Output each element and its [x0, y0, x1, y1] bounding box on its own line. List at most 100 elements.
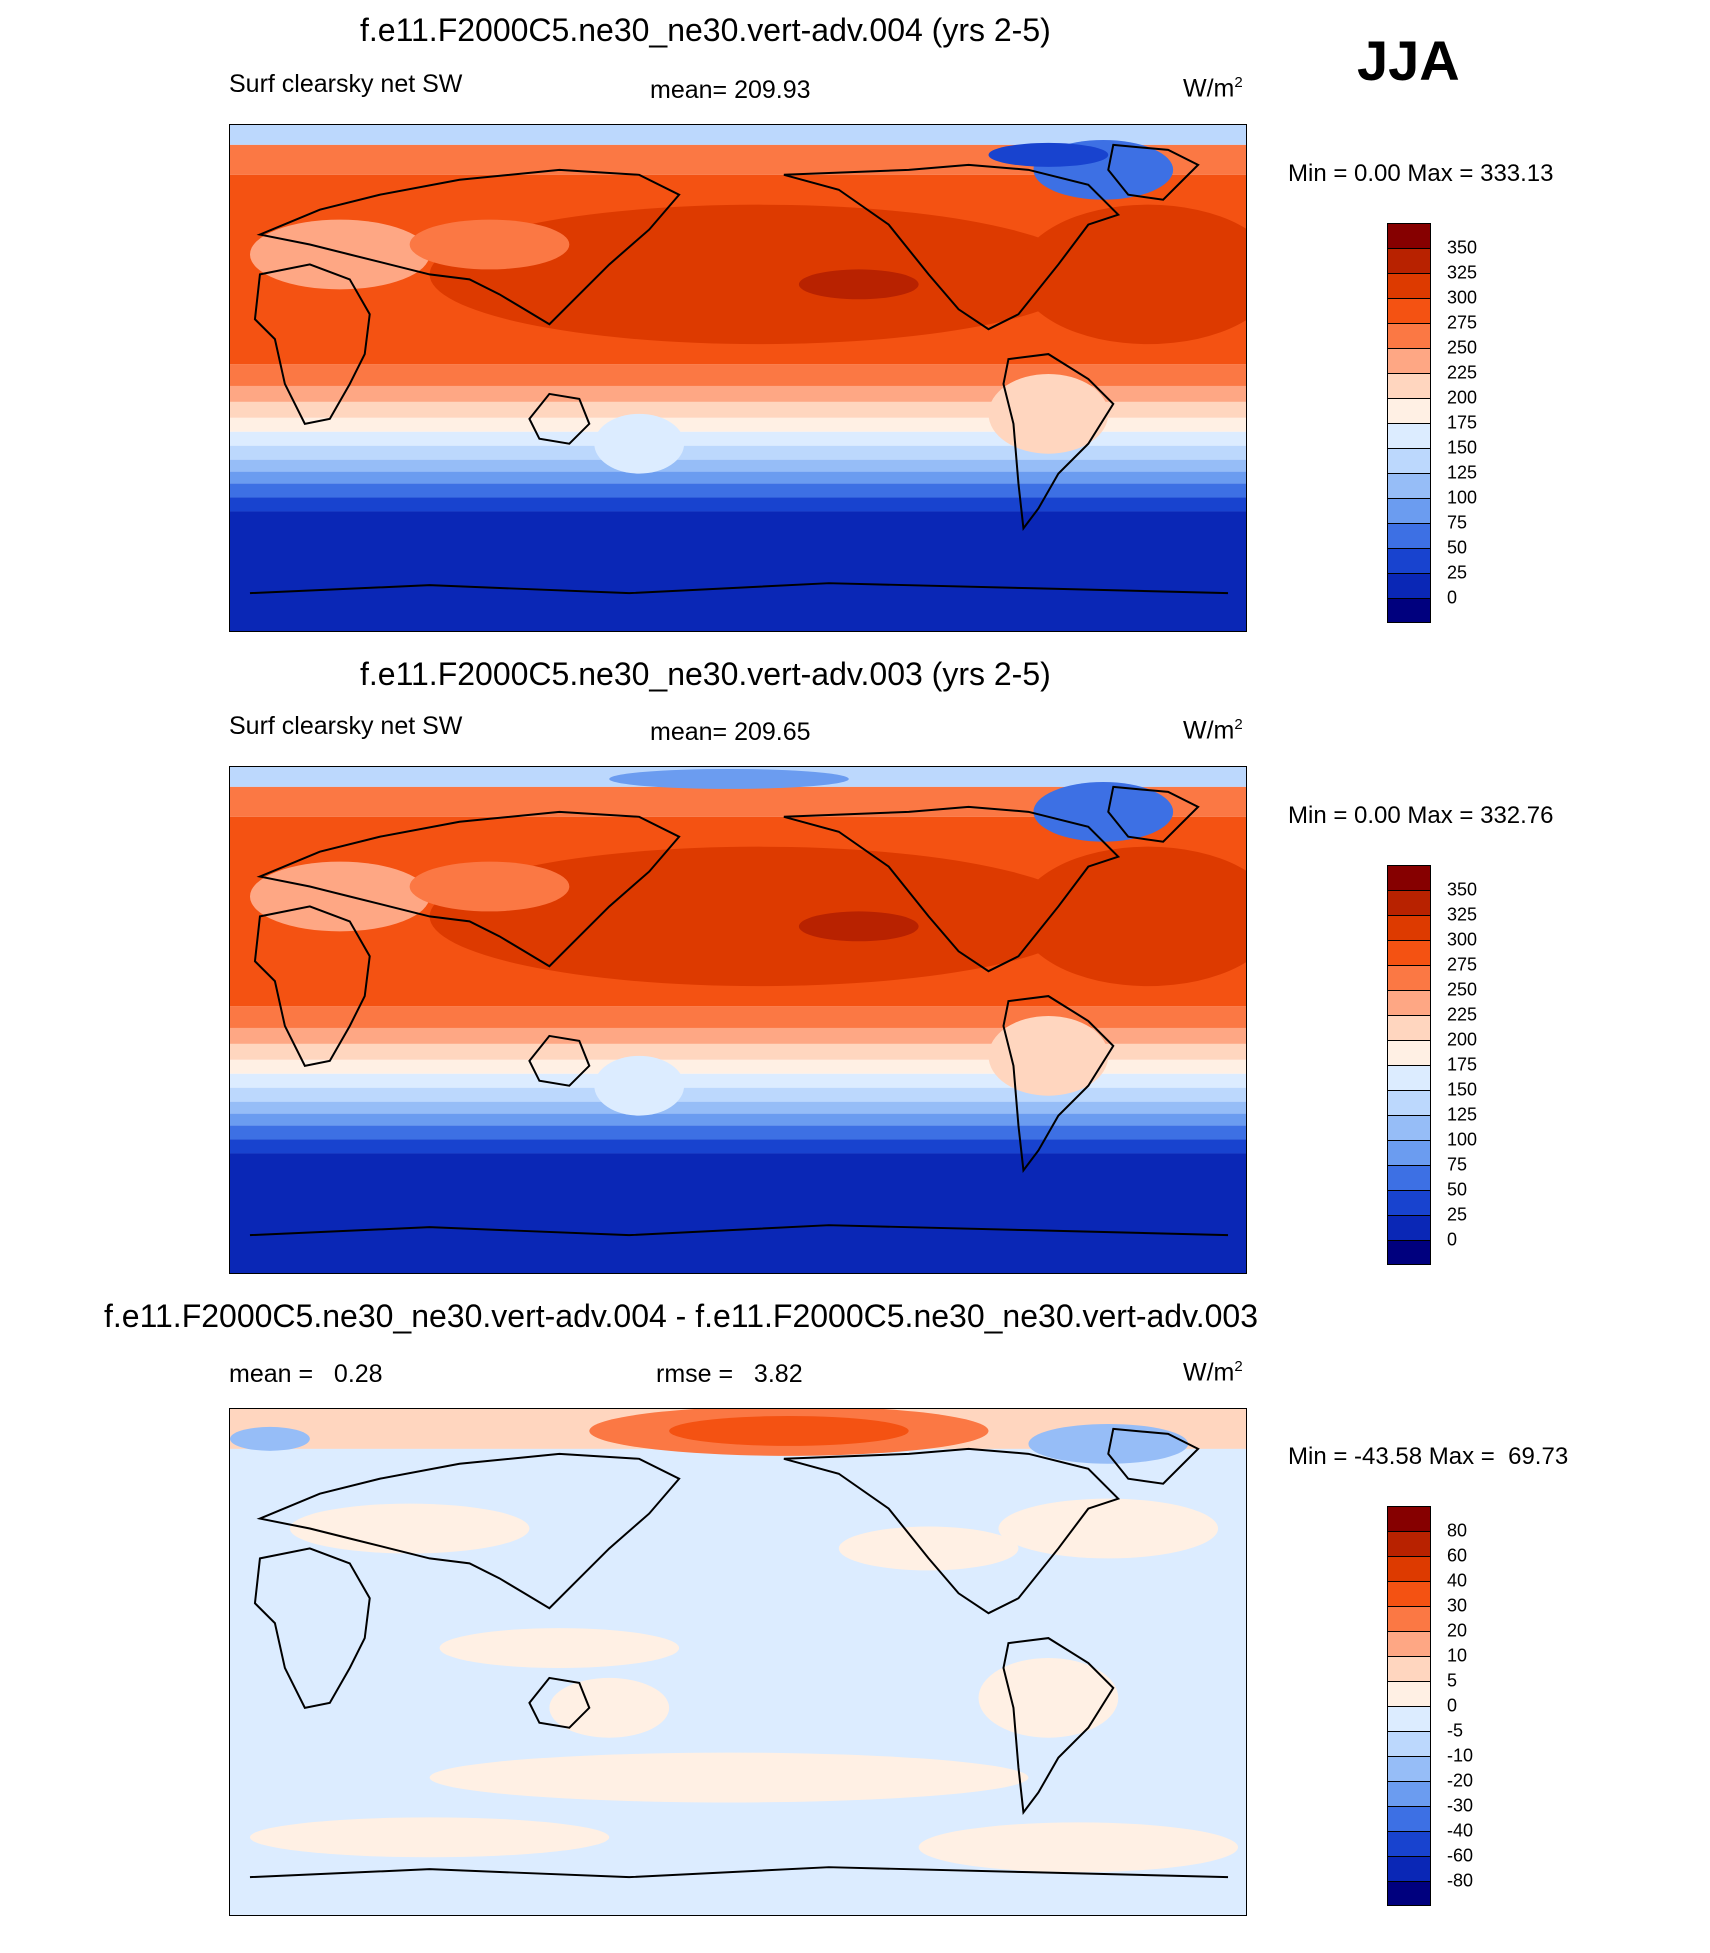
- colorbar-tick-label: 200: [1447, 1029, 1478, 1050]
- panel3-colorbar: [1387, 1506, 1431, 1906]
- colorbar-tick-label: 80: [1447, 1520, 1468, 1541]
- colorbar-tick-label: 250: [1447, 979, 1478, 1000]
- colorbar-tick-label: 300: [1447, 929, 1478, 950]
- panel1-units: W/m2: [1183, 74, 1243, 103]
- colorbar-tick-label: 0: [1447, 587, 1458, 608]
- colorbar-swatch: [1387, 1556, 1431, 1581]
- colorbar-swatch: [1387, 248, 1431, 273]
- colorbar-swatch: [1387, 1506, 1431, 1531]
- colorbar-swatch: [1387, 1631, 1431, 1656]
- colorbar-swatch: [1387, 598, 1431, 623]
- colorbar-swatch: [1387, 423, 1431, 448]
- panel2-title: f.e11.F2000C5.ne30_ne30.vert-adv.003 (yr…: [360, 656, 1051, 692]
- colorbar-swatch: [1387, 1190, 1431, 1215]
- colorbar-swatch: [1387, 548, 1431, 573]
- colorbar-tick-label: -80: [1447, 1870, 1474, 1891]
- colorbar-tick-label: 300: [1447, 287, 1478, 308]
- colorbar-swatch: [1387, 865, 1431, 890]
- colorbar-tick-label: 275: [1447, 954, 1478, 975]
- panel3-map: [229, 1408, 1247, 1916]
- colorbar-swatch: [1387, 498, 1431, 523]
- colorbar-tick-label: 125: [1447, 1104, 1478, 1125]
- colorbar-tick-label: 75: [1447, 512, 1468, 533]
- colorbar-tick-label: -60: [1447, 1845, 1474, 1866]
- colorbar-swatch: [1387, 965, 1431, 990]
- panel1-variable-label: Surf clearsky net SW: [229, 70, 463, 98]
- colorbar-swatch: [1387, 915, 1431, 940]
- panel1-colorbar: [1387, 223, 1431, 623]
- panel2-units: W/m2: [1183, 716, 1243, 745]
- colorbar-tick-label: 200: [1447, 387, 1478, 408]
- colorbar-tick-label: 150: [1447, 437, 1478, 458]
- colorbar-swatch: [1387, 348, 1431, 373]
- colorbar-tick-label: 50: [1447, 1179, 1468, 1200]
- panel1-map: [229, 124, 1247, 632]
- panel2-map: [229, 766, 1247, 1274]
- colorbar-swatch: [1387, 223, 1431, 248]
- colorbar-swatch: [1387, 1656, 1431, 1681]
- colorbar-tick-label: 40: [1447, 1570, 1468, 1591]
- colorbar-tick-label: 150: [1447, 1079, 1478, 1100]
- panel3-minmax: Min = -43.58 Max = 69.73: [1288, 1443, 1569, 1470]
- colorbar-swatch: [1387, 890, 1431, 915]
- colorbar-swatch: [1387, 398, 1431, 423]
- colorbar-swatch: [1387, 1681, 1431, 1706]
- colorbar-tick-label: 100: [1447, 1129, 1478, 1150]
- colorbar-swatch: [1387, 1731, 1431, 1756]
- colorbar-tick-label: 225: [1447, 1004, 1478, 1025]
- colorbar-tick-label: 275: [1447, 312, 1478, 333]
- panel1-mean-label: mean= 209.93: [650, 76, 811, 104]
- colorbar-swatch: [1387, 448, 1431, 473]
- panel2-field: [230, 767, 1246, 1273]
- colorbar-swatch: [1387, 1215, 1431, 1240]
- colorbar-tick-label: 325: [1447, 262, 1478, 283]
- colorbar-swatch: [1387, 1706, 1431, 1731]
- colorbar-tick-label: 75: [1447, 1154, 1468, 1175]
- colorbar-swatch: [1387, 1881, 1431, 1906]
- panel3-units: W/m2: [1183, 1358, 1243, 1387]
- colorbar-tick-label: 350: [1447, 237, 1478, 258]
- panel3-title: f.e11.F2000C5.ne30_ne30.vert-adv.004 - f…: [104, 1298, 1258, 1334]
- colorbar-swatch: [1387, 1581, 1431, 1606]
- colorbar-swatch: [1387, 1606, 1431, 1631]
- colorbar-swatch: [1387, 940, 1431, 965]
- panel2-mean-label: mean= 209.65: [650, 718, 811, 746]
- colorbar-swatch: [1387, 1065, 1431, 1090]
- panel1-field: [230, 125, 1246, 631]
- colorbar-swatch: [1387, 523, 1431, 548]
- colorbar-tick-label: 60: [1447, 1545, 1468, 1566]
- colorbar-tick-label: 10: [1447, 1645, 1468, 1666]
- panel2-minmax: Min = 0.00 Max = 332.76: [1288, 802, 1554, 829]
- colorbar-swatch: [1387, 1781, 1431, 1806]
- colorbar-swatch: [1387, 1831, 1431, 1856]
- colorbar-tick-label: 325: [1447, 904, 1478, 925]
- colorbar-swatch: [1387, 1856, 1431, 1881]
- colorbar-tick-label: 175: [1447, 412, 1478, 433]
- colorbar-swatch: [1387, 373, 1431, 398]
- colorbar-tick-label: 125: [1447, 462, 1478, 483]
- colorbar-swatch: [1387, 1040, 1431, 1065]
- colorbar-tick-label: 25: [1447, 1204, 1468, 1225]
- colorbar-tick-label: 50: [1447, 537, 1468, 558]
- colorbar-swatch: [1387, 473, 1431, 498]
- colorbar-tick-label: 25: [1447, 562, 1468, 583]
- colorbar-tick-label: 30: [1447, 1595, 1468, 1616]
- panel3-field: [230, 1409, 1246, 1915]
- colorbar-tick-label: 0: [1447, 1695, 1458, 1716]
- colorbar-swatch: [1387, 1140, 1431, 1165]
- colorbar-swatch: [1387, 1240, 1431, 1265]
- panel3-mean-label: mean = 0.28: [229, 1360, 383, 1388]
- panel1-minmax: Min = 0.00 Max = 333.13: [1288, 160, 1554, 187]
- colorbar-swatch: [1387, 1115, 1431, 1140]
- colorbar-swatch: [1387, 298, 1431, 323]
- colorbar-tick-label: -10: [1447, 1745, 1474, 1766]
- colorbar-swatch: [1387, 990, 1431, 1015]
- colorbar-tick-label: -30: [1447, 1795, 1474, 1816]
- season-label: JJA: [1357, 29, 1460, 92]
- colorbar-tick-label: 250: [1447, 337, 1478, 358]
- colorbar-tick-label: 0: [1447, 1229, 1458, 1250]
- colorbar-tick-label: 5: [1447, 1670, 1458, 1691]
- panel3-rmse-label: rmse = 3.82: [656, 1360, 803, 1388]
- colorbar-swatch: [1387, 573, 1431, 598]
- colorbar-swatch: [1387, 1090, 1431, 1115]
